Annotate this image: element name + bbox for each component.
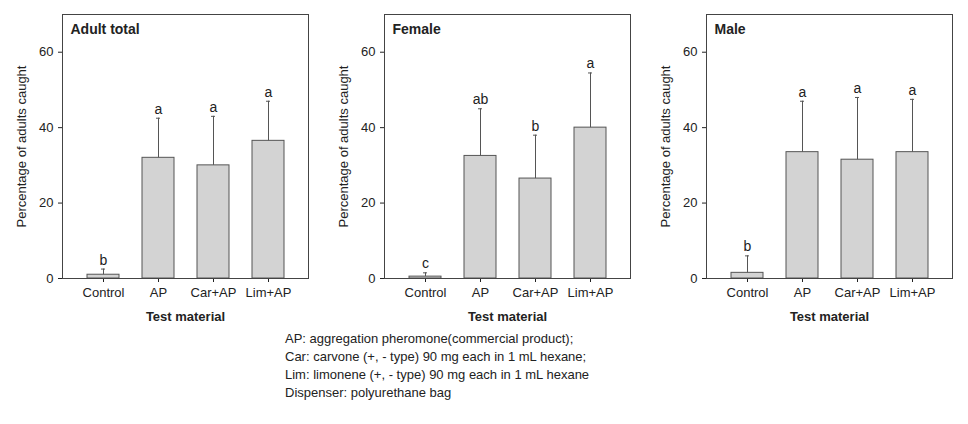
svg-text:Control: Control: [83, 285, 125, 300]
svg-text:40: 40: [683, 120, 697, 135]
svg-text:40: 40: [39, 120, 53, 135]
svg-text:Car+AP: Car+AP: [835, 285, 881, 300]
svg-text:Percentage of adults caught: Percentage of adults caught: [336, 65, 351, 227]
svg-text:Female: Female: [393, 21, 441, 37]
svg-text:a: a: [155, 101, 163, 117]
svg-text:a: a: [210, 99, 218, 115]
svg-text:Control: Control: [727, 285, 769, 300]
svg-text:Percentage of adults caught: Percentage of adults caught: [658, 65, 673, 227]
svg-text:Lim+AP: Lim+AP: [568, 285, 614, 300]
svg-text:a: a: [587, 55, 595, 71]
svg-text:b: b: [100, 252, 108, 268]
html-text:Dispenser: polyurethane bag: Dispenser: polyurethane bag: [285, 385, 452, 400]
svg-text:Control: Control: [405, 285, 447, 300]
svg-text:Test material: Test material: [146, 309, 225, 324]
svg-text:20: 20: [683, 195, 697, 210]
svg-text:Car+AP: Car+AP: [191, 285, 237, 300]
svg-text:20: 20: [39, 195, 53, 210]
html-text:Lim: limonene (+, - type) 90 m: Lim: limonene (+, - type) 90 mg each in …: [285, 367, 590, 382]
svg-text:AP: AP: [472, 285, 489, 300]
html-text:Car: carvone (+, - type) 90 mg: Car: carvone (+, - type) 90 mg each in 1…: [285, 349, 587, 364]
svg-text:Percentage of adults caught: Percentage of adults caught: [14, 65, 29, 227]
svg-text:0: 0: [690, 271, 697, 286]
svg-text:ab: ab: [473, 91, 489, 107]
svg-text:b: b: [744, 238, 752, 254]
svg-text:60: 60: [361, 44, 375, 59]
svg-text:a: a: [265, 84, 273, 100]
svg-text:b: b: [532, 118, 540, 134]
svg-text:Test material: Test material: [790, 309, 869, 324]
svg-text:Car+AP: Car+AP: [513, 285, 559, 300]
svg-text:60: 60: [683, 44, 697, 59]
svg-text:AP: AP: [150, 285, 167, 300]
svg-text:a: a: [909, 82, 917, 98]
svg-text:a: a: [854, 80, 862, 96]
svg-text:20: 20: [361, 195, 375, 210]
svg-text:c: c: [422, 255, 429, 271]
html-text:AP: aggregation pheromone(comm: AP: aggregation pheromone(commercial pro…: [285, 331, 574, 346]
svg-text:40: 40: [361, 120, 375, 135]
svg-text:Test material: Test material: [468, 309, 547, 324]
svg-text:0: 0: [46, 271, 53, 286]
svg-text:Lim+AP: Lim+AP: [890, 285, 936, 300]
svg-text:0: 0: [368, 271, 375, 286]
svg-text:a: a: [799, 84, 807, 100]
svg-text:Lim+AP: Lim+AP: [246, 285, 292, 300]
svg-text:Male: Male: [715, 21, 746, 37]
svg-text:60: 60: [39, 44, 53, 59]
svg-text:Adult total: Adult total: [71, 21, 140, 37]
svg-text:AP: AP: [794, 285, 811, 300]
